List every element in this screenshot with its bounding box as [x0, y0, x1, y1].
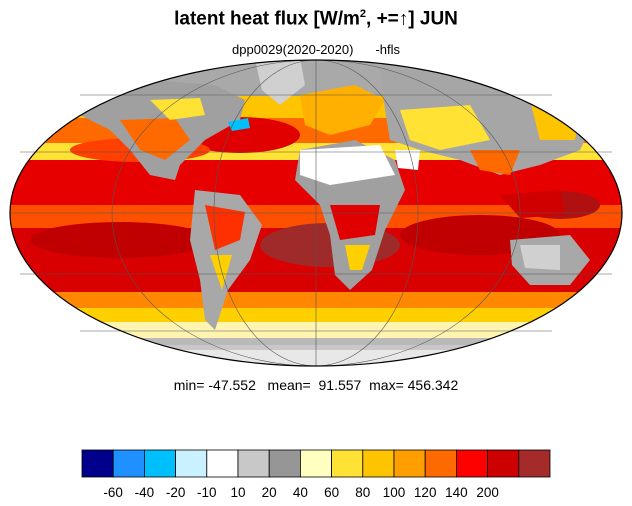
globe-outline	[9, 59, 623, 367]
colorbar-tick-label: -40	[134, 485, 155, 500]
mean-value: 91.557	[318, 377, 362, 393]
colorbar-swatch	[424, 449, 457, 478]
map-title: latent heat flux [W/m2, +=↑] JUN	[174, 8, 458, 30]
colorbar-tick-label: 80	[355, 485, 371, 500]
colorbar-tick-label: 120	[413, 485, 437, 500]
colorbar-tick-label: 20	[261, 485, 277, 500]
variable-label: -hfls	[375, 42, 400, 57]
colorbar-swatch	[268, 449, 301, 478]
colorbar-swatch	[206, 449, 239, 478]
colorbar-swatch	[81, 449, 114, 478]
colorbar-swatch	[518, 449, 551, 478]
colorbar-tick-label: -20	[165, 485, 186, 500]
colorbar-tick-label: 10	[230, 485, 246, 500]
colorbar-tick-label: 140	[445, 485, 468, 500]
up-arrow-icon: ↑	[398, 8, 409, 30]
max-value: 456.342	[407, 377, 459, 393]
colorbar-swatch	[175, 449, 208, 478]
run-label: dpp0029(2020-2020)	[232, 42, 354, 57]
colorbar-tick-label: -60	[103, 485, 123, 500]
colorbar-tick-label: 60	[324, 485, 340, 500]
colorbar-swatch	[143, 449, 176, 478]
colorbar-swatch	[487, 449, 520, 478]
colorbar-swatch	[237, 449, 270, 478]
colorbar-swatch	[362, 449, 395, 478]
colorbar-tick-label: -10	[197, 485, 217, 500]
colorbar-swatch	[393, 449, 426, 478]
stats-line: min= -47.552 mean= 91.557 max= 456.342	[173, 377, 459, 393]
colorbar-swatch	[299, 449, 332, 478]
colorbar-tick-label: 40	[292, 485, 308, 500]
map-subtitle: dpp0029(2020-2020) -hfls	[0, 42, 632, 57]
colorbar-swatch	[331, 449, 364, 478]
colorbar-swatch	[112, 449, 145, 478]
colorbar-tick-label: 100	[382, 485, 406, 500]
min-value: -47.552	[208, 377, 256, 393]
colorbar-tick-label: 200	[476, 485, 499, 500]
colorbar-swatch	[455, 449, 488, 478]
